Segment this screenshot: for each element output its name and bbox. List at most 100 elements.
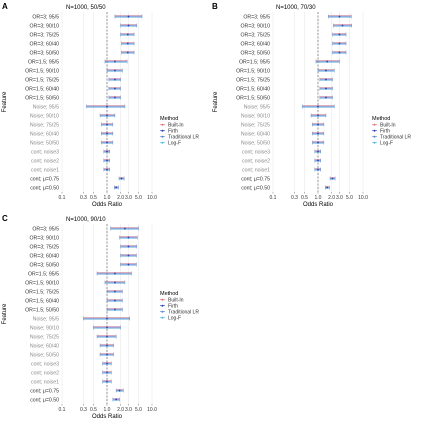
estimate-point <box>126 51 129 54</box>
feature-label: cont; μ=0.50 <box>30 186 59 192</box>
feature-label: OR=1.5; 75/25 <box>25 290 59 296</box>
x-tick-label: 0.3 <box>291 195 298 201</box>
feature-label: Noise; 75/25 <box>30 123 59 129</box>
x-tick-label: 10.0 <box>147 407 157 413</box>
estimate-point <box>317 159 319 162</box>
feature-label: Noise; 50/50 <box>30 141 59 147</box>
x-tick-label: 0.5 <box>301 195 308 201</box>
feature-label: OR=3; 90/10 <box>29 236 59 242</box>
x-tick-label: 1.0 <box>315 195 322 201</box>
estimate-point <box>114 69 116 72</box>
feature-label: OR=3; 95/5 <box>243 15 270 21</box>
estimate-point <box>338 51 341 54</box>
feature-label: OR=1.5; 95/5 <box>239 60 270 66</box>
estimate-point <box>127 254 130 257</box>
feature-label: cont; noise3 <box>31 362 59 368</box>
legend-entry: Log-F <box>380 141 393 147</box>
x-tick-label: 5.0 <box>135 195 142 201</box>
feature-label: Noise; 60/40 <box>241 132 270 138</box>
x-axis-label: Odds Ratio <box>92 202 123 208</box>
feature-label: OR=3; 60/40 <box>29 42 59 48</box>
estimate-point <box>106 114 108 117</box>
estimate-point <box>338 42 341 45</box>
feature-label: Noise; 50/50 <box>30 353 59 359</box>
estimate-point <box>106 132 108 135</box>
estimate-point <box>325 96 327 99</box>
estimate-point <box>106 168 108 171</box>
feature-label: OR=1.5; 90/10 <box>25 69 59 75</box>
panel-c: C N=1000, 90/10 OR=3; 95/5 OR=3; 90/10 OR=3;… <box>2 214 199 420</box>
x-tick-label: 1.0 <box>104 195 111 201</box>
legend-key-point <box>373 135 376 138</box>
estimate-point <box>127 15 130 18</box>
estimate-point <box>317 123 319 126</box>
feature-label: OR=3; 95/5 <box>32 227 59 233</box>
feature-label: OR=1.5; 95/5 <box>28 272 59 278</box>
x-tick-label: 2.0 <box>117 407 124 413</box>
x-tick-label: 0.5 <box>90 195 97 201</box>
estimate-point <box>127 24 130 27</box>
x-axis-label: Odds Ratio <box>303 202 334 208</box>
estimate-point <box>325 78 327 81</box>
legend-title: Method <box>160 291 178 297</box>
estimate-point <box>114 96 116 99</box>
x-axis-label: Odds Ratio <box>92 414 123 420</box>
legend-key-point <box>373 129 376 132</box>
panel-a: A N=1000, 50/50 OR=3; 95/5 OR=3; 90/10 OR=3;… <box>2 2 199 208</box>
feature-label: Noise; 90/10 <box>30 114 59 120</box>
legend-key-point <box>161 316 164 319</box>
estimate-point <box>120 177 123 180</box>
estimate-point <box>127 236 130 239</box>
x-tick-label: 0.5 <box>90 407 97 413</box>
x-tick-label: 10.0 <box>147 195 157 201</box>
feature-label: Noise; 95/5 <box>244 105 270 111</box>
feature-label: OR=1.5; 75/25 <box>25 78 59 84</box>
feature-label: cont; noise3 <box>242 150 270 156</box>
legend-entry: Log-F <box>168 141 181 147</box>
legend-entry: Built-In <box>168 298 184 304</box>
panel-letter: C <box>2 214 8 223</box>
feature-label: OR=1.5; 50/50 <box>236 96 270 102</box>
x-tick-label: 5.0 <box>346 195 353 201</box>
estimate-point <box>114 281 116 284</box>
feature-label: OR=3; 75/25 <box>29 33 59 39</box>
legend-entry: Log-F <box>168 316 181 322</box>
estimate-point <box>126 42 129 45</box>
estimate-point <box>338 33 341 36</box>
feature-label: Noise; 60/40 <box>30 344 59 350</box>
estimate-point <box>118 389 121 392</box>
estimate-point <box>106 317 108 320</box>
legend-key-point <box>373 123 376 126</box>
estimate-point <box>114 87 116 90</box>
x-tick-label: 0.1 <box>59 195 66 201</box>
estimate-point <box>106 371 108 374</box>
estimate-point <box>317 150 319 153</box>
x-tick-label: 3.0 <box>125 195 132 201</box>
estimate-point <box>114 308 116 311</box>
estimate-point <box>106 105 108 108</box>
estimate-point <box>326 186 329 189</box>
panel-title: N=1000, 50/50 <box>66 5 106 11</box>
legend-entry: Firth <box>380 129 390 135</box>
feature-label: OR=1.5; 50/50 <box>25 96 59 102</box>
feature-label: cont; noise1 <box>31 168 59 174</box>
estimate-point <box>106 335 108 338</box>
estimate-point <box>338 15 341 18</box>
feature-label: Noise; 75/25 <box>30 335 59 341</box>
feature-label: Noise; 90/10 <box>30 326 59 332</box>
estimate-point <box>106 159 108 162</box>
legend-key-point <box>161 135 164 138</box>
legend-entry: Firth <box>168 304 178 310</box>
feature-label: OR=1.5; 90/10 <box>236 69 270 75</box>
estimate-point <box>106 150 108 153</box>
feature-label: Noise; 50/50 <box>241 141 270 147</box>
feature-label: OR=3; 60/40 <box>240 42 270 48</box>
estimate-point <box>114 272 116 275</box>
estimate-point <box>115 186 118 189</box>
feature-label: OR=1.5; 60/40 <box>25 299 59 305</box>
estimate-point <box>341 24 344 27</box>
panel-title: N=1000, 90/10 <box>66 217 106 223</box>
